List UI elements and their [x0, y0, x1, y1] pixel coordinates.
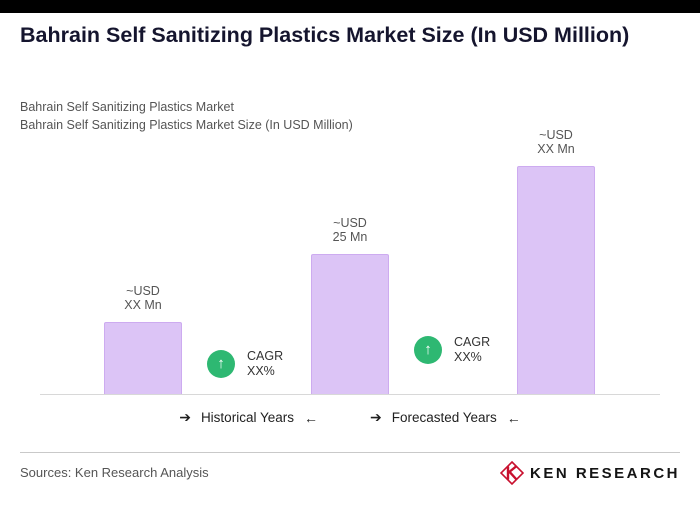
subtitle-line-1: Bahrain Self Sanitizing Plastics Market — [20, 100, 234, 114]
bar-value-label: ~USD XX Mn — [537, 128, 575, 156]
arrow-left-icon: ← — [506, 409, 521, 426]
ken-research-logo-text: KEN RESEARCH — [529, 464, 680, 482]
bar-label-line2: XX Mn — [537, 142, 575, 156]
legend-historical-years: ➔ Historical Years ← — [179, 409, 318, 426]
up-arrow-icon: ↑ — [207, 349, 235, 378]
bar-column-forecast: ~USD XX Mn — [517, 128, 595, 394]
arrow-right-icon: ➔ — [369, 409, 382, 425]
cagr-label-line1: CAGR — [454, 335, 491, 350]
cagr-label-line1: CAGR — [247, 349, 284, 364]
bar-label-line2: XX Mn — [124, 298, 162, 312]
bar-value-label: ~USD XX Mn — [124, 284, 162, 312]
ken-research-logo: KEN RESEARCH — [499, 461, 680, 485]
footer-divider — [20, 452, 680, 453]
bar-label-line2: 25 Mn — [332, 230, 368, 244]
ken-research-logo-icon — [499, 461, 524, 485]
cagr-annotation-2: ↑ CAGR XX% — [414, 335, 490, 364]
legend-label: Forecasted Years — [391, 410, 497, 425]
bar-label-line1: ~USD — [333, 216, 367, 230]
bar-label-line1: ~USD — [539, 128, 573, 142]
cagr-label: CAGR XX% — [454, 335, 490, 364]
cagr-annotation-1: ↑ CAGR XX% — [207, 349, 283, 378]
up-arrow-icon: ↑ — [414, 335, 442, 364]
header-accent-bar — [0, 0, 700, 13]
bar-historical — [104, 322, 182, 394]
chart-legend: ➔ Historical Years ← ➔ Forecasted Years … — [40, 409, 660, 426]
sources-note: Sources: Ken Research Analysis — [20, 465, 209, 480]
subtitle-block: Bahrain Self Sanitizing Plastics Market … — [20, 98, 660, 134]
legend-forecasted-years: ➔ Forecasted Years ← — [370, 409, 521, 426]
bar-mid — [311, 254, 389, 394]
arrow-right-icon: ➔ — [179, 409, 191, 425]
bar-value-label: ~USD 25 Mn — [333, 216, 368, 244]
legend-label: Historical Years — [200, 410, 294, 425]
cagr-label: CAGR XX% — [247, 349, 283, 378]
cagr-label-line2: XX% — [247, 363, 275, 378]
page-title: Bahrain Self Sanitizing Plastics Market … — [20, 23, 630, 47]
arrow-left-icon: ← — [303, 409, 318, 426]
bar-forecast — [517, 166, 595, 394]
bar-chart: ~USD XX Mn ~USD 25 Mn ~USD XX Mn ↑ CAGR … — [40, 115, 660, 395]
cagr-label-line2: XX% — [454, 349, 482, 364]
bar-label-line1: ~USD — [126, 284, 160, 298]
bar-column-historical: ~USD XX Mn — [104, 284, 182, 394]
bar-column-mid: ~USD 25 Mn — [311, 216, 389, 394]
subtitle-line-2: Bahrain Self Sanitizing Plastics Market … — [20, 118, 353, 133]
